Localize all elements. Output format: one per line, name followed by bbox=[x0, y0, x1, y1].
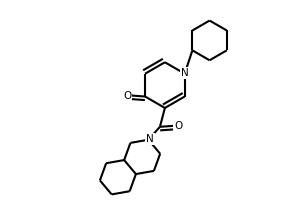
Text: N: N bbox=[181, 68, 189, 78]
Text: N: N bbox=[146, 134, 154, 144]
Text: O: O bbox=[123, 91, 131, 101]
Text: O: O bbox=[174, 121, 182, 131]
